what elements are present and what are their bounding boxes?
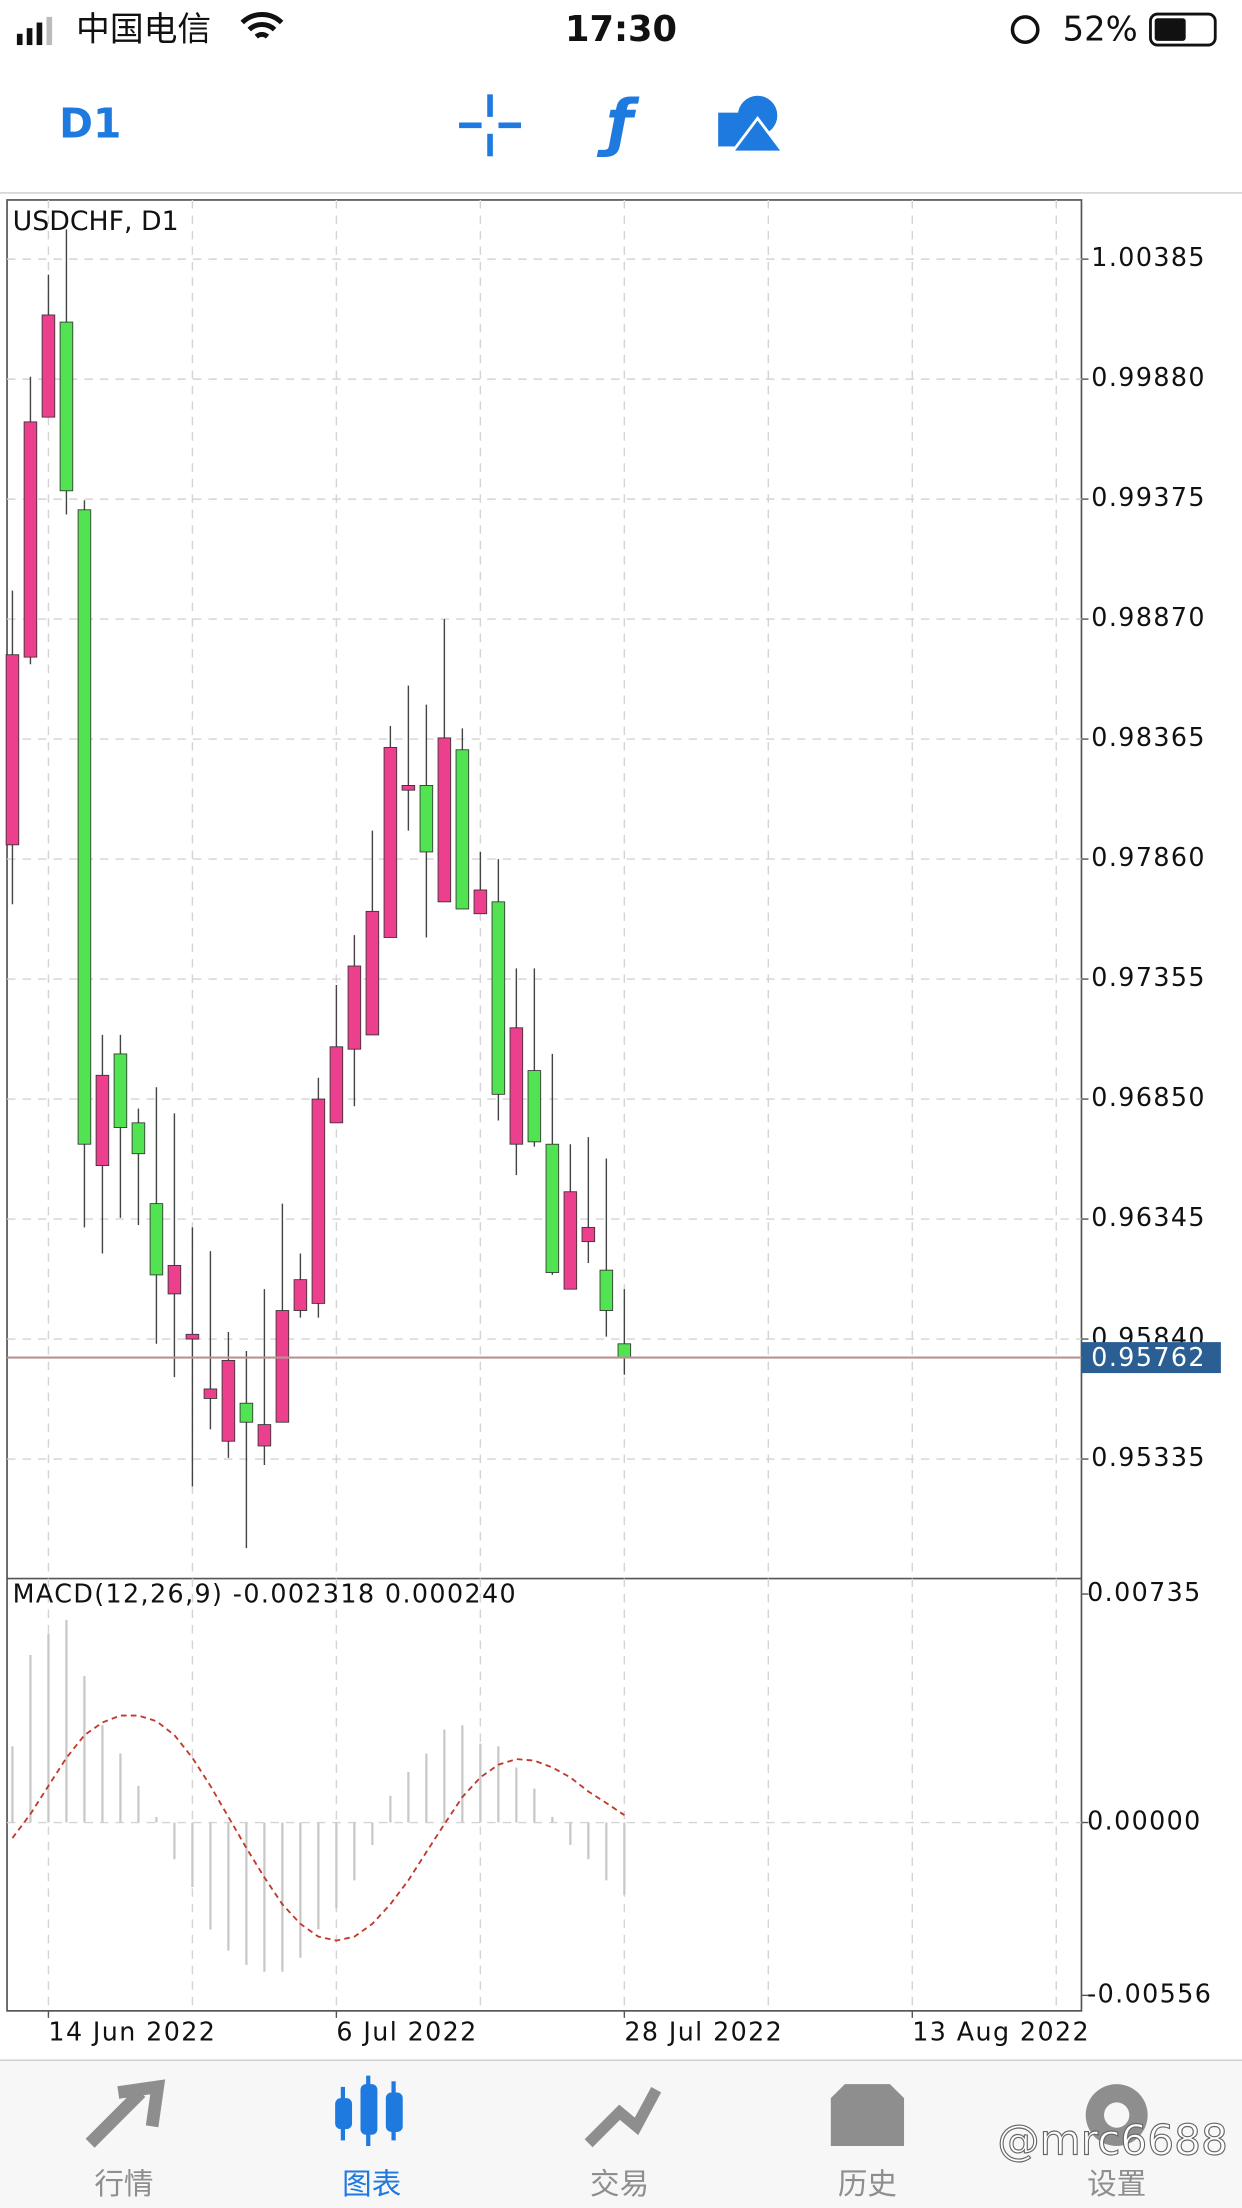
candle-body bbox=[347, 965, 362, 1050]
settings-icon-hole bbox=[1104, 2102, 1130, 2128]
tab-bar-bg bbox=[0, 2060, 1242, 2208]
candle-body bbox=[311, 1098, 326, 1304]
chart-icon bbox=[335, 2075, 403, 2147]
y-tick-label: 0.95335 bbox=[1091, 1442, 1206, 1472]
status-bar: 中国电信 17:30 52% bbox=[16, 9, 1217, 50]
candle-body bbox=[581, 1226, 596, 1243]
candle-body bbox=[257, 1424, 272, 1447]
lock-icon bbox=[1010, 15, 1040, 45]
candle-body bbox=[437, 737, 452, 903]
tab-label[interactable]: 行情 bbox=[94, 2167, 153, 2201]
plot-area: 1.00385 0.99880 0.99375 0.98870 0.98365 0.978… bbox=[5, 199, 1221, 2046]
candle-body bbox=[293, 1279, 308, 1311]
tab-label[interactable]: 历史 bbox=[838, 2167, 897, 2201]
y-tick-label: 0.98870 bbox=[1091, 602, 1206, 632]
crosshair-button[interactable] bbox=[459, 94, 522, 157]
candle-body bbox=[149, 1203, 164, 1276]
x-tick-label: 28 Jul 2022 bbox=[624, 2016, 783, 2046]
tab-bar: 行情 图表 交易 历史 设置 @mrc6688 bbox=[0, 2059, 1242, 2208]
battery-fill bbox=[1154, 18, 1186, 41]
candle-body bbox=[41, 314, 56, 418]
tab-label[interactable]: 交易 bbox=[590, 2167, 649, 2201]
signal-icon bbox=[36, 22, 43, 46]
clock: 17:30 bbox=[565, 9, 677, 50]
chart-title: USDCHF, D1 bbox=[13, 206, 179, 237]
last-price-box bbox=[1081, 1342, 1221, 1374]
indicator-title: MACD(12,26,9) -0.002318 0.000240 bbox=[13, 1578, 517, 1608]
candle-body bbox=[5, 654, 20, 846]
candle-body bbox=[77, 509, 92, 1145]
y-tick-label: 0.97355 bbox=[1091, 962, 1206, 992]
y-tick-label: 0.98365 bbox=[1091, 722, 1206, 752]
x-tick-label: 14 Jun 2022 bbox=[48, 2016, 216, 2046]
last-price-label: 0.95762 bbox=[1091, 1342, 1206, 1372]
candle-body bbox=[239, 1402, 254, 1423]
candle-body bbox=[419, 785, 434, 853]
history-icon bbox=[830, 2084, 905, 2147]
candle-body bbox=[23, 421, 38, 658]
toolbar: D1 ƒ bbox=[0, 86, 1242, 194]
battery-level: 52% bbox=[1063, 9, 1138, 48]
y-tick-label: -0.00556 bbox=[1087, 1978, 1212, 2008]
candle-body bbox=[509, 1027, 524, 1145]
battery-icon bbox=[1149, 12, 1217, 47]
candle-body bbox=[167, 1264, 182, 1295]
candle-body bbox=[275, 1310, 290, 1423]
y-tick-label: 0.96850 bbox=[1091, 1082, 1206, 1112]
candle-body bbox=[221, 1360, 236, 1442]
timeframe-button[interactable]: D1 bbox=[59, 100, 121, 148]
y-tick-label: 0.00000 bbox=[1087, 1806, 1202, 1836]
y-tick-label: 0.97860 bbox=[1091, 842, 1206, 872]
y-tick-label: 0.00735 bbox=[1087, 1577, 1202, 1607]
candle-body bbox=[383, 746, 398, 938]
watermark: @mrc6688 bbox=[997, 2116, 1228, 2165]
candle-body bbox=[185, 1333, 200, 1340]
tab-label[interactable]: 设置 bbox=[1087, 2167, 1146, 2201]
signal-line bbox=[11, 1714, 625, 1942]
y-tick-label: 1.00385 bbox=[1091, 242, 1206, 272]
candle-body bbox=[473, 889, 488, 915]
candle-body bbox=[545, 1143, 560, 1273]
candle-body bbox=[113, 1053, 128, 1129]
candle-body bbox=[563, 1191, 578, 1290]
quotes-icon bbox=[85, 2079, 166, 2148]
candle-body bbox=[599, 1269, 614, 1311]
candle-body bbox=[365, 910, 380, 1036]
objects-button[interactable] bbox=[718, 95, 786, 154]
trade-icon bbox=[584, 2087, 662, 2148]
y-tick-label: 0.96345 bbox=[1091, 1202, 1206, 1232]
chart-frame bbox=[6, 199, 1083, 2012]
candle-body bbox=[329, 1046, 344, 1124]
y-tick-label: 0.99880 bbox=[1091, 362, 1206, 392]
x-tick-label: 6 Jul 2022 bbox=[336, 2016, 477, 2046]
candle-body bbox=[203, 1388, 218, 1399]
indicators-button[interactable]: ƒ bbox=[596, 86, 640, 159]
candle-body bbox=[131, 1122, 146, 1155]
candle-body bbox=[59, 321, 74, 492]
x-tick-label: 13 Aug 2022 bbox=[912, 2016, 1090, 2046]
candle-body bbox=[491, 901, 506, 1095]
signal-icon bbox=[46, 16, 53, 46]
candle-body bbox=[617, 1343, 632, 1359]
signal-icon bbox=[26, 28, 33, 46]
candle-body bbox=[527, 1070, 542, 1143]
carrier: 中国电信 bbox=[76, 9, 211, 48]
candle-body bbox=[455, 749, 470, 910]
candle-body bbox=[401, 785, 416, 791]
candle-body bbox=[95, 1074, 110, 1167]
signal-icon bbox=[16, 33, 23, 46]
tab-label[interactable]: 图表 bbox=[342, 2167, 401, 2201]
wifi-icon bbox=[240, 12, 284, 39]
y-tick-label: 0.99375 bbox=[1091, 482, 1206, 512]
